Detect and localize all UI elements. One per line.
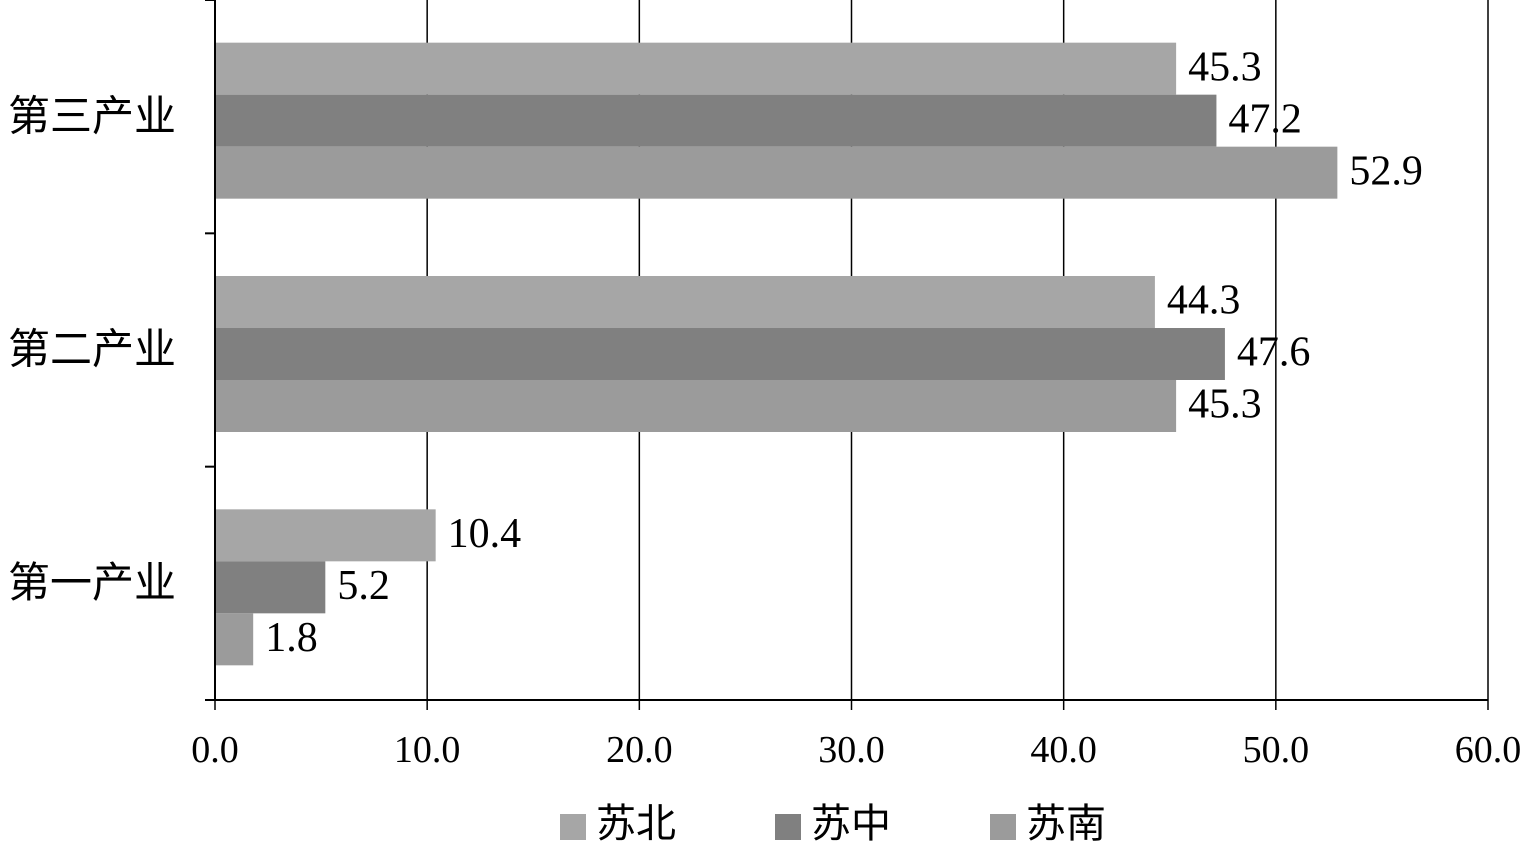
data-label: 10.4 xyxy=(448,511,522,557)
bar xyxy=(215,328,1225,380)
x-tick-label: 10.0 xyxy=(394,729,461,771)
x-axis-ticks: 0.0 10.0 20.0 30.0 40.0 50.0 60.0 xyxy=(191,729,1521,771)
bar xyxy=(215,613,254,666)
legend-swatch xyxy=(990,814,1016,840)
data-label: 44.3 xyxy=(1167,278,1241,324)
bars xyxy=(215,42,1338,666)
category-label: 第一产业 xyxy=(8,561,176,607)
x-tick-label: 40.0 xyxy=(1030,729,1097,771)
bar xyxy=(215,94,1217,147)
bar xyxy=(215,146,1338,199)
bar xyxy=(215,42,1177,95)
data-label: 47.2 xyxy=(1228,96,1302,142)
data-label: 45.3 xyxy=(1188,44,1262,90)
data-label: 47.6 xyxy=(1237,330,1311,376)
x-tick-label: 0.0 xyxy=(191,729,239,771)
x-tick-label: 20.0 xyxy=(606,729,673,771)
bar xyxy=(215,380,1177,432)
legend: 苏北 苏中 苏南 xyxy=(560,801,1106,846)
data-labels: 45.3 47.2 52.9 44.3 47.6 45.3 10.4 5.2 1.8 xyxy=(265,44,1423,661)
x-tick-label: 50.0 xyxy=(1243,729,1310,771)
x-tick-label: 30.0 xyxy=(818,729,885,771)
data-label: 52.9 xyxy=(1349,148,1423,194)
category-label: 第二产业 xyxy=(8,328,176,374)
legend-swatch xyxy=(775,814,801,840)
bar xyxy=(215,561,326,614)
legend-swatch xyxy=(560,814,586,840)
data-label: 45.3 xyxy=(1188,382,1262,428)
axes xyxy=(205,0,1489,710)
legend-label: 苏北 xyxy=(596,801,676,846)
bar xyxy=(215,276,1155,328)
category-label: 第三产业 xyxy=(8,94,176,140)
x-tick-label: 60.0 xyxy=(1455,729,1522,771)
legend-label: 苏南 xyxy=(1026,801,1106,846)
data-label: 5.2 xyxy=(337,563,390,609)
legend-label: 苏中 xyxy=(811,801,891,846)
bar xyxy=(215,509,436,562)
data-label: 1.8 xyxy=(265,615,318,661)
